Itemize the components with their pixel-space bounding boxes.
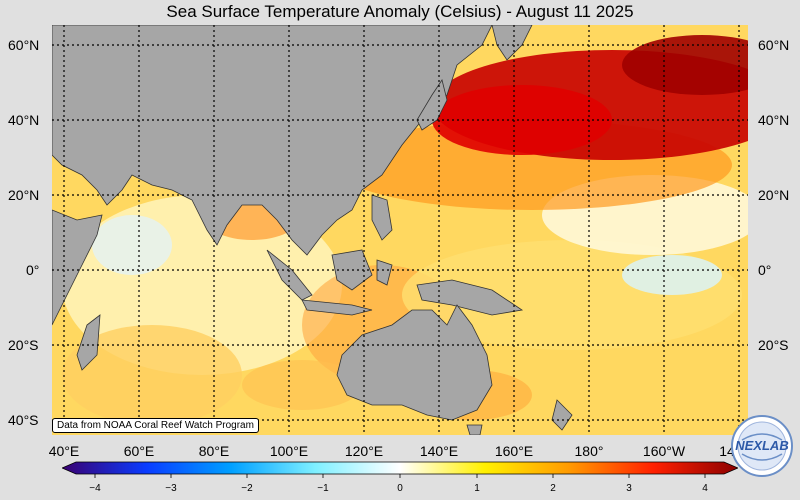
java: [301, 299, 373, 316]
lon-label: 14: [719, 443, 735, 459]
lat-label-right: 20°S: [758, 337, 789, 353]
colorbar-tick-label: −4: [89, 483, 101, 494]
lat-label-left: 0°: [26, 262, 40, 278]
colorbar-tick-label: 0: [397, 483, 403, 494]
lat-label-left: 20°S: [8, 337, 39, 353]
lon-label: 120°E: [344, 443, 384, 459]
lat-label-left: 40°N: [8, 112, 40, 128]
lon-label: 160°E: [494, 443, 534, 459]
tasmania: [466, 424, 483, 435]
lat-label-left: 60°N: [8, 37, 40, 53]
graticule: [52, 25, 748, 435]
lon-label: 160°W: [642, 443, 686, 459]
lon-label: 140°E: [419, 443, 459, 459]
lon-label: 180°: [574, 443, 604, 459]
map-canvas: [52, 25, 748, 435]
australia: [336, 304, 493, 421]
colorbar: [62, 461, 738, 478]
colorbar-tick-label: −1: [317, 483, 329, 494]
data-credit: Data from NOAA Coral Reef Watch Program: [52, 418, 259, 433]
colorbar-tick-label: 3: [626, 483, 632, 494]
logo-text: NEXLAB: [735, 438, 788, 453]
kamchatka: [491, 25, 533, 61]
lon-label: 80°E: [198, 443, 230, 459]
colorbar-tick-label: 4: [702, 483, 708, 494]
colorbar-ticks: [94, 474, 706, 478]
lat-label-right: 40°N: [758, 112, 790, 128]
lat-label-right: 60°N: [758, 37, 790, 53]
new-zealand: [551, 399, 573, 431]
lat-label-right: 20°N: [758, 187, 790, 203]
new-guinea: [416, 279, 524, 316]
map-title: Sea Surface Temperature Anomaly (Celsius…: [166, 2, 634, 21]
colorbar-fill: [62, 461, 738, 475]
lon-label: 100°E: [269, 443, 309, 459]
colorbar-tick-label: −3: [165, 483, 177, 494]
colorbar-tick-label: −2: [241, 483, 253, 494]
nexlab-logo: NEXLAB: [731, 415, 793, 477]
colorbar-tick-label: 2: [550, 483, 556, 494]
lon-label: 40°E: [48, 443, 80, 459]
colorbar-tick-label: 1: [474, 483, 480, 494]
lat-label-left: 20°N: [8, 187, 40, 203]
lat-label-left: 40°S: [8, 412, 39, 428]
lon-label: 60°E: [123, 443, 155, 459]
madagascar: [76, 314, 101, 371]
sulawesi: [376, 259, 393, 286]
lat-label-right: 0°: [758, 262, 772, 278]
philippines: [371, 194, 393, 241]
sst-anomaly-map: [52, 25, 748, 435]
